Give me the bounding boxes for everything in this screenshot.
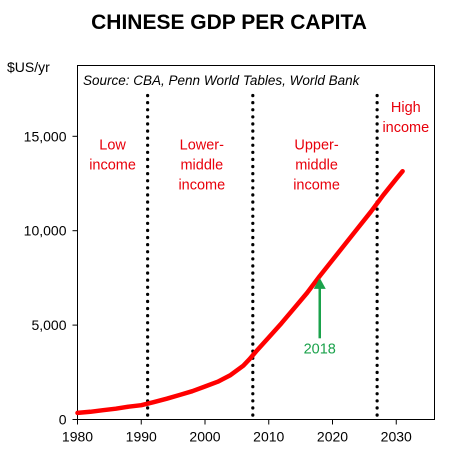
y-tick-label: 10,000 — [24, 223, 67, 239]
income-region-label-line: income — [178, 178, 225, 194]
income-region-label-line: income — [293, 178, 340, 194]
y-axis-label: $US/yr — [7, 59, 50, 75]
x-tick-label: 2020 — [317, 429, 348, 445]
income-region-label: Upper-middle income — [293, 138, 340, 194]
income-region-label-line: Low — [99, 138, 126, 154]
x-tick-label: 1990 — [126, 429, 157, 445]
x-tick-label: 1980 — [62, 429, 93, 445]
plot-area — [77, 65, 435, 420]
income-region-label: Low income — [89, 138, 136, 174]
income-region-label-line: income — [89, 158, 136, 174]
income-region-label-line: Upper- — [294, 138, 338, 154]
income-region-label-line: middle — [295, 158, 338, 174]
source-note: Source: CBA, Penn World Tables, World Ba… — [83, 73, 361, 88]
x-tick-label: 2000 — [189, 429, 220, 445]
annotation-arrow-head — [313, 277, 326, 289]
x-tick-label: 2010 — [253, 429, 284, 445]
y-tick-label: 0 — [59, 412, 67, 428]
x-tick-label: 2030 — [381, 429, 412, 445]
gdp-series-line — [75, 168, 405, 416]
annotation-label: 2018 — [304, 341, 336, 357]
y-tick-label: 5,000 — [31, 317, 66, 333]
income-region-label-line: middle — [180, 158, 223, 174]
chart-title: CHINESE GDP PER CAPITA — [91, 11, 367, 34]
y-tick-label: 15,000 — [24, 128, 67, 144]
income-region-label-line: Lower- — [180, 138, 224, 154]
income-region-label-line: High — [391, 100, 421, 116]
income-region-label: High income — [382, 100, 429, 136]
income-region-label: Lower-middle income — [178, 138, 225, 194]
income-region-label-line: income — [382, 120, 429, 136]
